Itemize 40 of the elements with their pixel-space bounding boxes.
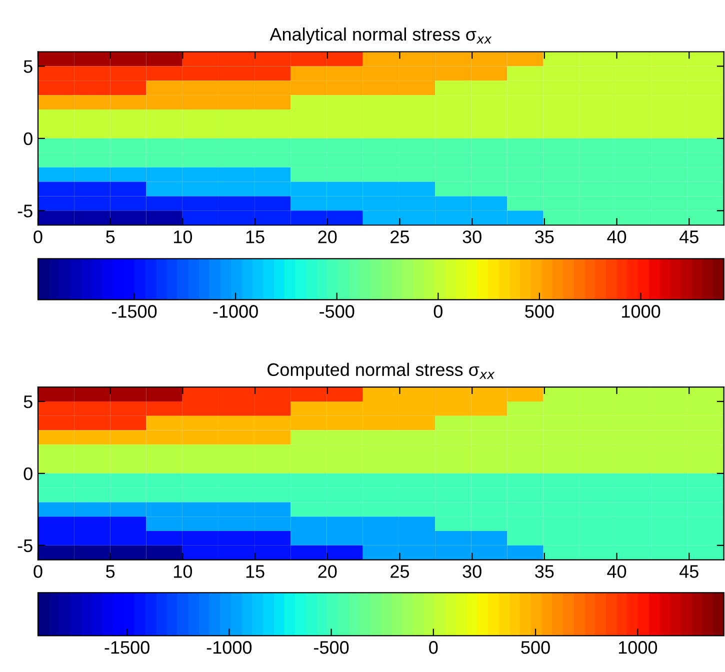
x-tick-label: 40 xyxy=(607,565,626,578)
x-tick-label: 10 xyxy=(174,230,192,244)
x-tick-label: 45 xyxy=(679,565,698,578)
x-tick-label: 20 xyxy=(318,565,337,578)
x-tick-label: 35 xyxy=(535,565,554,578)
x-tick-label: 15 xyxy=(246,230,264,244)
color-bar-label: 500 xyxy=(521,641,550,654)
color-bar-label: -500 xyxy=(314,641,349,654)
y-tick-label: -5 xyxy=(18,540,32,552)
color-bar-label: -1000 xyxy=(213,305,258,318)
chart-title: Analytical normal stress σ$_{xx}$ xyxy=(270,27,492,44)
x-tick-label: 10 xyxy=(174,565,192,578)
y-tick-label: 5 xyxy=(24,60,32,73)
color-bar-label: -1500 xyxy=(104,641,150,654)
x-tick-label: 30 xyxy=(462,565,482,578)
x-tick-label: 40 xyxy=(607,230,626,244)
color-bar-label: 1000 xyxy=(622,305,660,318)
x-tick-label: 5 xyxy=(106,230,115,244)
color-bar-label: -1500 xyxy=(112,305,157,318)
y-tick-label: 0 xyxy=(24,132,32,146)
x-tick-label: 45 xyxy=(679,230,698,244)
x-tick-label: 5 xyxy=(106,565,115,578)
x-tick-label: 0 xyxy=(34,230,42,244)
x-tick-label: 35 xyxy=(535,230,554,244)
color-bar-label: -500 xyxy=(320,305,354,318)
x-tick-label: 0 xyxy=(34,565,42,578)
x-tick-label: 25 xyxy=(390,230,410,244)
x-tick-label: 20 xyxy=(318,230,337,244)
color-bar-label: 500 xyxy=(525,305,554,318)
x-tick-label: 15 xyxy=(246,565,264,578)
y-tick-label: -5 xyxy=(18,204,32,218)
x-tick-label: 25 xyxy=(390,565,410,578)
y-tick-label: 5 xyxy=(24,396,32,408)
y-tick-label: 0 xyxy=(24,467,32,480)
color-bar-label: -1000 xyxy=(206,641,252,654)
x-tick-label: 30 xyxy=(462,230,482,244)
color-bar-label: 1000 xyxy=(618,641,658,654)
chart-title: Computed normal stress σ$_{xx}$ xyxy=(268,362,495,380)
color-bar-label: 0 xyxy=(429,641,438,654)
color-bar-label: 0 xyxy=(434,305,442,318)
